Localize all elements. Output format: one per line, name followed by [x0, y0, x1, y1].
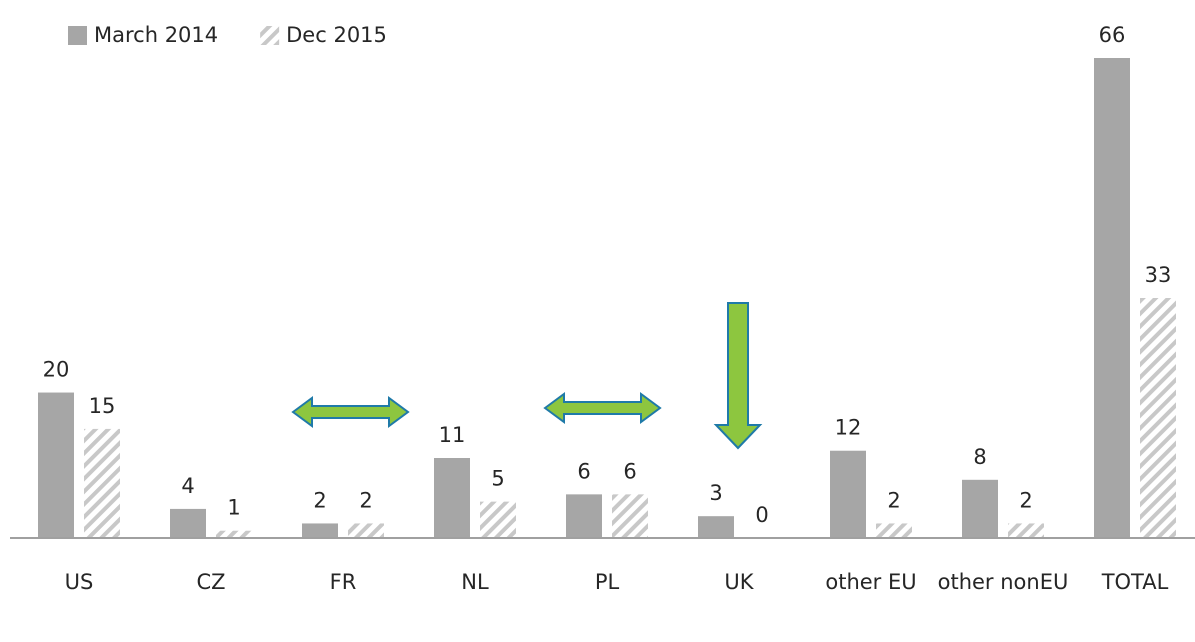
data-label: 6: [623, 459, 636, 483]
data-label: 20: [43, 358, 70, 382]
down-arrow: [713, 302, 763, 450]
x-tick-label: PL: [594, 570, 620, 594]
bar: [1094, 58, 1130, 538]
x-tick-label: other nonEU: [937, 570, 1069, 594]
bar: [84, 428, 120, 538]
legend-label: Dec 2015: [286, 23, 387, 47]
data-label: 0: [755, 503, 768, 527]
bar: [170, 508, 206, 538]
data-label: 5: [491, 467, 504, 491]
data-label: 11: [439, 423, 466, 447]
data-label: 8: [973, 445, 986, 469]
data-label: 33: [1145, 263, 1172, 287]
bar: [1008, 523, 1044, 538]
x-tick-label: US: [64, 570, 94, 594]
data-label: 1: [227, 496, 240, 520]
bar: [302, 523, 338, 538]
data-label: 2: [359, 488, 372, 512]
bar: [216, 530, 252, 538]
data-label: 2: [1019, 488, 1032, 512]
data-label: 12: [835, 416, 862, 440]
bar: [962, 479, 998, 538]
x-tick-label: CZ: [196, 570, 226, 594]
bar: [612, 494, 648, 538]
data-label: 4: [181, 474, 194, 498]
x-tick-label: FR: [329, 570, 357, 594]
double-arrow: [291, 396, 410, 428]
legend-label: March 2014: [94, 23, 218, 47]
bar: [38, 392, 74, 538]
bar: [876, 523, 912, 538]
bar: [830, 450, 866, 538]
bar: [698, 516, 734, 538]
data-label: 2: [313, 488, 326, 512]
x-tick-label: TOTAL: [1101, 570, 1169, 594]
bar: [480, 501, 516, 538]
data-label: 6: [577, 459, 590, 483]
bar: [434, 458, 470, 538]
x-tick-label: other EU: [825, 570, 917, 594]
legend-swatch: [260, 26, 280, 45]
bar: [1140, 298, 1176, 538]
annotation-arrows: [291, 302, 763, 450]
bar: [566, 494, 602, 538]
x-tick-label: UK: [724, 570, 754, 594]
bar: [348, 523, 384, 538]
legend-swatch: [68, 26, 87, 45]
data-label: 66: [1099, 23, 1126, 47]
x-tick-label: NL: [461, 570, 489, 594]
double-arrow: [543, 392, 662, 424]
data-label: 2: [887, 488, 900, 512]
data-label: 3: [709, 481, 722, 505]
data-label: 15: [89, 394, 116, 418]
